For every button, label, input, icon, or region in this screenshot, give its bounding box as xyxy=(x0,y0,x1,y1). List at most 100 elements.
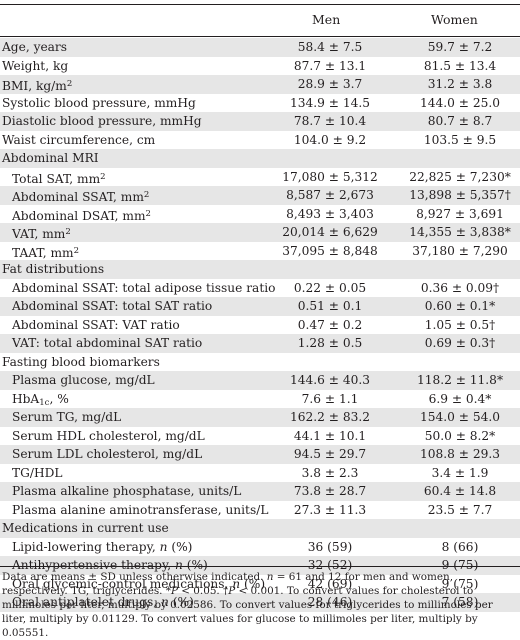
women-value: 103.5 ± 9.5 xyxy=(423,132,497,147)
table-row: BMI, kg/m2 28.9 ± 3.7 31.2 ± 3.8 xyxy=(0,75,520,94)
table-row: HbA1c, % 7.6 ± 1.1 6.9 ± 0.4* xyxy=(0,390,520,409)
women-value: 7 (58) xyxy=(441,595,479,609)
row-label: Abdominal SSAT: VAT ratio xyxy=(12,317,180,332)
row-label: Plasma alkaline phosphatase, units/L xyxy=(12,484,242,498)
men-value: 78.7 ± 10.4 xyxy=(293,114,367,128)
table-row: Plasma alanine aminotransferase, units/L… xyxy=(0,501,520,520)
table-row: Weight, kg 87.7 ± 13.1 81.5 ± 13.4 xyxy=(0,57,520,76)
row-label: BMI, kg/m2 xyxy=(2,79,73,93)
row-label: Plasma alanine aminotransferase, units/L xyxy=(12,502,269,517)
table-row: Serum TG, mg/dL 162.2 ± 83.2 154.0 ± 54.0 xyxy=(0,408,520,427)
bottom-rule xyxy=(0,566,520,567)
women-value: 6.9 ± 0.4* xyxy=(428,391,492,406)
men-value: 73.8 ± 28.7 xyxy=(293,484,367,498)
row-label: HbA1c, % xyxy=(12,391,69,408)
row-label: Abdominal SSAT: total SAT ratio xyxy=(12,299,213,313)
women-value: 8,927 ± 3,691 xyxy=(416,206,504,221)
men-value: 162.2 ± 83.2 xyxy=(290,410,370,424)
table-row: Oral antiplatelet drugs, n (%) 28 (46) 7 (… xyxy=(0,593,520,612)
section-header-row: Fasting blood biomarkers xyxy=(0,353,520,372)
column-header-women: Women xyxy=(431,12,478,27)
section-label: Fasting blood biomarkers xyxy=(2,354,160,369)
men-value: 7.6 ± 1.1 xyxy=(301,391,359,406)
women-value: 50.0 ± 8.2* xyxy=(424,428,496,443)
row-label: TAAT, mm2 xyxy=(12,245,80,260)
women-value: 0.60 ± 0.1* xyxy=(424,299,496,313)
column-header-men: Men xyxy=(312,12,341,27)
row-label: Plasma glucose, mg/dL xyxy=(12,373,155,387)
row-label: Total SAT, mm2 xyxy=(12,171,106,186)
women-value: 14,355 ± 3,838* xyxy=(409,225,511,239)
row-label: VAT, mm2 xyxy=(12,227,71,241)
table-row: VAT, mm2 20,014 ± 6,629 14,355 ± 3,838* xyxy=(0,223,520,242)
women-value: 154.0 ± 54.0 xyxy=(420,410,500,424)
row-label: Age, years xyxy=(2,40,68,54)
women-value: 22,825 ± 7,230* xyxy=(409,169,511,184)
men-value: 17,080 ± 5,312 xyxy=(282,169,378,184)
table-row: Abdominal SSAT: total adipose tissue rat… xyxy=(0,279,520,298)
header-rule xyxy=(0,36,520,37)
men-value: 3.8 ± 2.3 xyxy=(301,465,359,480)
men-value: 42 (69) xyxy=(307,576,353,591)
women-value: 0.69 ± 0.3† xyxy=(424,336,496,350)
women-value: 108.8 ± 29.3 xyxy=(420,447,500,461)
table-figure: Men Women Age, years 58.4 ± 7.5 59.7 ± 7.2… xyxy=(0,4,520,639)
men-value: 144.6 ± 40.3 xyxy=(290,373,370,387)
row-label: Serum HDL cholesterol, mg/dL xyxy=(12,428,205,443)
top-rule xyxy=(0,4,520,5)
men-value: 0.47 ± 0.2 xyxy=(297,317,363,332)
section-label: Fat distributions xyxy=(2,262,105,276)
section-header-row: Fat distributions xyxy=(0,260,520,279)
row-label: Serum LDL cholesterol, mg/dL xyxy=(12,447,203,461)
table-row: Abdominal SSAT, mm2 8,587 ± 2,673 13,898 ±… xyxy=(0,186,520,205)
table-row: VAT: total abdominal SAT ratio 1.28 ± 0.5… xyxy=(0,334,520,353)
row-label: TG/HDL xyxy=(12,465,63,480)
row-label: Weight, kg xyxy=(2,58,69,73)
footnote-text-1: Data are means ± SD unless otherwise ind… xyxy=(2,571,267,583)
men-value: 1.28 ± 0.5 xyxy=(297,336,363,350)
row-label: Abdominal DSAT, mm2 xyxy=(12,208,151,223)
men-value: 8,587 ± 2,673 xyxy=(286,188,374,202)
men-value: 28 (46) xyxy=(307,595,353,609)
men-value: 28.9 ± 3.7 xyxy=(297,77,363,91)
men-value: 20,014 ± 6,629 xyxy=(282,225,378,239)
section-header-row: Medications in current use xyxy=(0,519,520,538)
footnote-p-symbol-2: P xyxy=(228,585,236,597)
row-label: Lipid-lowering therapy, n (%) xyxy=(12,539,193,554)
row-label: Waist circumference, cm xyxy=(2,132,156,147)
men-value: 87.7 ± 13.1 xyxy=(293,58,367,73)
row-label: Systolic blood pressure, mmHg xyxy=(2,95,196,110)
men-value: 32 (52) xyxy=(307,558,353,572)
women-value: 60.4 ± 14.8 xyxy=(423,484,497,498)
table-row: Plasma glucose, mg/dL 144.6 ± 40.3 118.2 ±… xyxy=(0,371,520,390)
row-label: Antihypertensive therapy, n (%) xyxy=(12,558,208,572)
table-row: Lipid-lowering therapy, n (%) 36 (59) 8 (6… xyxy=(0,538,520,557)
men-value: 8,493 ± 3,403 xyxy=(286,206,374,221)
section-label: Medications in current use xyxy=(2,521,169,535)
footnote-p-symbol-1: P xyxy=(170,585,178,597)
row-label: Abdominal SSAT, mm2 xyxy=(12,190,150,204)
men-value: 104.0 ± 9.2 xyxy=(293,132,367,147)
men-value: 36 (59) xyxy=(307,539,353,554)
women-value: 0.36 ± 0.09† xyxy=(420,280,500,295)
table-footnote: Data are means ± SD unless otherwise ind… xyxy=(2,570,516,640)
table-row: Serum HDL cholesterol, mg/dL 44.1 ± 10.1 5… xyxy=(0,427,520,446)
row-label: Abdominal SSAT: total adipose tissue rat… xyxy=(12,280,276,295)
women-value: 3.4 ± 1.9 xyxy=(431,465,489,480)
table-row: TG/HDL 3.8 ± 2.3 3.4 ± 1.9 xyxy=(0,464,520,483)
men-value: 58.4 ± 7.5 xyxy=(297,40,363,54)
table-row: Total SAT, mm2 17,080 ± 5,312 22,825 ± 7,2… xyxy=(0,168,520,187)
footnote-text-3: < 0.05. † xyxy=(177,585,229,597)
women-value: 9 (75) xyxy=(441,558,479,572)
men-value: 44.1 ± 10.1 xyxy=(293,428,367,443)
table-body: Age, years 58.4 ± 7.5 59.7 ± 7.2 Weight, kg… xyxy=(0,38,520,612)
table-row: Abdominal SSAT: total SAT ratio 0.51 ± 0.… xyxy=(0,297,520,316)
women-value: 13,898 ± 5,357† xyxy=(409,188,511,202)
men-value: 0.51 ± 0.1 xyxy=(297,299,363,313)
women-value: 9 (75) xyxy=(441,576,479,591)
footnote-n: n xyxy=(266,571,274,583)
men-value: 0.22 ± 0.05 xyxy=(293,280,367,295)
women-value: 80.7 ± 8.7 xyxy=(427,114,493,128)
section-header-row: Abdominal MRI xyxy=(0,149,520,168)
women-value: 37,180 ± 7,290 xyxy=(412,243,508,258)
